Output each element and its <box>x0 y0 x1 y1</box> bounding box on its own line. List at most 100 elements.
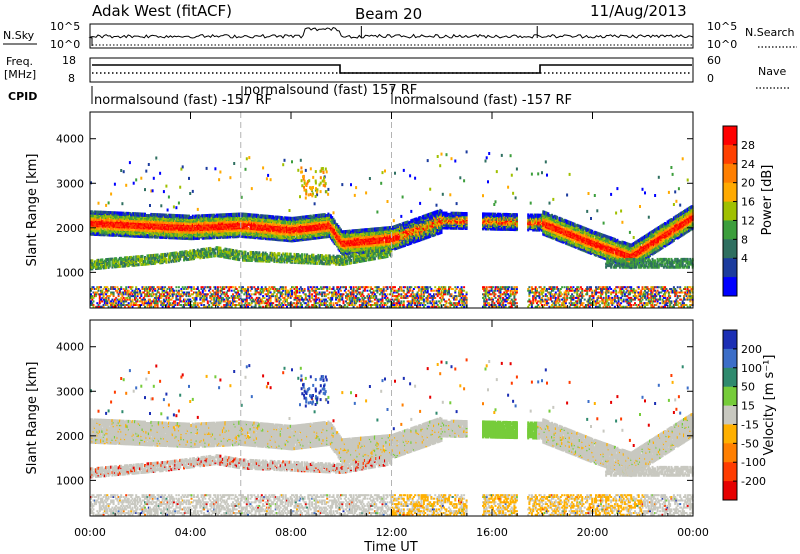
power-cell <box>175 286 177 288</box>
power-cell <box>175 293 177 295</box>
power-cell <box>101 258 103 261</box>
nave-tick-top: 60 <box>707 54 721 67</box>
power-cell <box>173 293 175 295</box>
power-cell <box>174 300 176 302</box>
power-cell <box>186 293 188 295</box>
power-cell <box>255 304 257 306</box>
power-cell <box>155 157 157 160</box>
power-cell <box>253 300 255 302</box>
power-cell <box>121 295 123 297</box>
power-cell <box>128 304 130 306</box>
power-cell <box>202 286 204 288</box>
power-cell <box>99 295 101 297</box>
power-cell <box>287 290 289 292</box>
power-cell <box>278 288 280 290</box>
nsky-line <box>90 28 693 46</box>
power-cell <box>165 258 167 261</box>
power-cell <box>167 292 169 294</box>
power-cell <box>106 286 108 288</box>
power-cell <box>160 297 162 299</box>
power-cell <box>162 286 164 288</box>
power-cell <box>217 288 219 290</box>
power-cell <box>214 286 216 288</box>
power-cell <box>276 293 278 295</box>
power-cell <box>213 297 215 299</box>
power-cell <box>174 304 176 306</box>
power-cell <box>189 192 191 195</box>
power-cell <box>128 290 130 292</box>
power-cell <box>120 286 122 288</box>
power-cell <box>261 286 263 288</box>
power-cell <box>188 300 190 302</box>
power-cell <box>172 295 174 297</box>
power-cell <box>110 193 112 196</box>
power-cell <box>266 177 268 180</box>
power-cell <box>284 159 286 162</box>
power-cell <box>280 299 282 301</box>
power-cell <box>221 293 223 295</box>
power-cell <box>251 293 253 295</box>
power-cell <box>287 295 289 297</box>
power-cell <box>180 288 182 290</box>
power-cell <box>164 300 166 302</box>
power-cell <box>194 302 196 304</box>
power-cell <box>197 286 199 288</box>
power-cell <box>296 286 298 288</box>
power-cell <box>297 302 299 304</box>
nsky-label: N.Sky <box>3 29 35 42</box>
power-cell <box>310 286 312 288</box>
power-cell <box>250 304 252 306</box>
power-cell <box>300 159 302 162</box>
power-cell <box>93 297 95 299</box>
power-cell <box>183 288 185 290</box>
power-cell <box>301 256 303 259</box>
power-cell <box>270 288 272 290</box>
power-cell <box>281 295 283 297</box>
power-cell <box>289 209 291 212</box>
power-cell <box>178 202 180 205</box>
power-cell <box>167 288 169 290</box>
power-cell <box>193 286 195 288</box>
power-cell <box>104 292 106 294</box>
power-cell <box>278 300 280 302</box>
power-cell <box>111 299 113 301</box>
power-cell <box>278 302 280 304</box>
power-cell <box>235 286 237 288</box>
power-cell <box>129 161 131 164</box>
power-cell <box>263 297 265 299</box>
power-cell <box>123 293 125 295</box>
power-cell <box>123 302 125 304</box>
power-cell <box>169 295 171 297</box>
power-cell <box>98 288 100 290</box>
power-cell <box>202 292 204 294</box>
power-cell <box>114 183 116 186</box>
power-cell <box>184 299 186 301</box>
power-cell <box>235 295 237 297</box>
power-cell <box>271 304 273 306</box>
power-cell <box>189 295 191 297</box>
power-cell <box>307 304 309 306</box>
power-cell <box>209 292 211 294</box>
power-cell <box>192 293 194 295</box>
power-cell <box>169 302 171 304</box>
power-cell <box>125 184 127 187</box>
power-cell <box>137 300 139 302</box>
power-cell <box>211 255 213 258</box>
power-cell <box>133 258 135 261</box>
power-cell <box>163 288 165 290</box>
power-cell <box>153 177 155 180</box>
power-cell <box>286 300 288 302</box>
power-cell <box>251 302 253 304</box>
power-cell <box>150 293 152 295</box>
power-cell <box>91 295 93 297</box>
power-cell <box>238 293 240 295</box>
power-cell <box>150 302 152 304</box>
power-cell <box>305 293 307 295</box>
power-cell <box>208 304 210 306</box>
power-cell <box>135 302 137 304</box>
power-cell <box>248 156 250 159</box>
power-cell <box>267 293 269 295</box>
power-cell <box>206 247 208 250</box>
power-cell <box>158 286 160 288</box>
power-cell <box>257 286 259 288</box>
